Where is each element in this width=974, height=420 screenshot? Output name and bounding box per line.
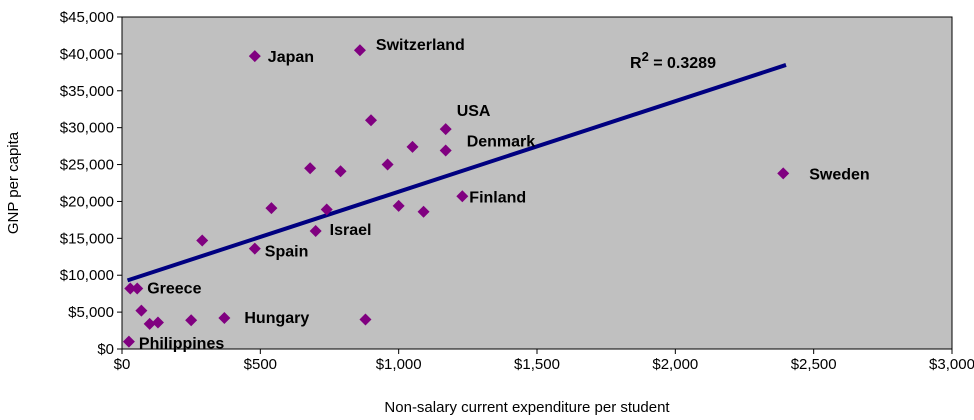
data-points <box>122 44 790 348</box>
x-axis-ticks: $0 $500 $1,000 $1,500 $2,000 $2,500 $3,000 <box>114 349 974 373</box>
data-point <box>248 50 261 63</box>
data-point <box>392 199 405 212</box>
data-point <box>124 282 137 295</box>
x-tick-label: $2,000 <box>652 356 698 373</box>
point-label: Spain <box>265 244 309 261</box>
data-point <box>777 167 790 180</box>
y-axis-title: GNP per capita <box>5 131 22 234</box>
data-point <box>365 114 377 127</box>
y-tick-label: $45,000 <box>60 9 114 26</box>
data-point <box>185 314 198 327</box>
y-tick-label: $30,000 <box>60 120 114 137</box>
data-point <box>304 162 317 175</box>
point-label: Switzerland <box>376 37 465 54</box>
point-label: Israel <box>330 222 372 239</box>
plot-area <box>121 16 953 350</box>
data-point <box>135 304 148 317</box>
data-point <box>381 158 394 171</box>
trendline <box>126 63 787 283</box>
point-label: Denmark <box>467 134 536 151</box>
data-point <box>417 205 430 218</box>
data-point <box>320 203 333 216</box>
data-point <box>265 202 278 215</box>
x-tick-label: $500 <box>244 356 277 373</box>
data-point-labels: Philippines Greece Hungary Spain Japan Israel… <box>139 37 870 352</box>
point-label: Philippines <box>139 336 224 353</box>
data-point <box>151 316 164 329</box>
y-tick-label: $0 <box>97 341 114 358</box>
y-tick-label: $25,000 <box>60 157 114 174</box>
y-tick-label: $5,000 <box>68 304 114 321</box>
x-axis-title: Non-salary current expenditure per stude… <box>384 399 670 416</box>
data-point <box>218 312 231 325</box>
y-tick-label: $10,000 <box>60 267 114 284</box>
r-squared-annotation: R2 = 0.3289 <box>630 49 716 72</box>
x-tick-label: $1,500 <box>514 356 560 373</box>
point-label: USA <box>457 103 491 120</box>
data-point <box>248 242 261 255</box>
data-point <box>406 140 419 153</box>
y-tick-label: $40,000 <box>60 46 114 63</box>
x-tick-label: $3,000 <box>929 356 974 373</box>
y-tick-label: $15,000 <box>60 230 114 247</box>
point-label: Hungary <box>244 310 309 327</box>
data-point <box>196 234 209 247</box>
point-label: Greece <box>147 281 201 298</box>
data-point <box>131 282 144 295</box>
data-point <box>439 144 452 157</box>
data-point <box>143 317 156 330</box>
data-point <box>334 165 347 178</box>
data-point <box>456 190 469 203</box>
x-tick-label: $0 <box>114 356 131 373</box>
data-point <box>122 335 135 348</box>
x-tick-label: $2,500 <box>791 356 837 373</box>
data-point <box>359 313 372 326</box>
y-axis-ticks: $0 $5,000 $10,000 $15,000 $20,000 $25,000 $30,… <box>60 9 122 358</box>
point-label: Finland <box>469 189 526 206</box>
data-point <box>439 123 452 136</box>
point-label: Sweden <box>809 166 869 183</box>
point-label: Japan <box>268 49 314 66</box>
x-tick-label: $1,000 <box>376 356 422 373</box>
y-tick-label: $20,000 <box>60 193 114 210</box>
data-point <box>353 44 366 57</box>
data-point <box>309 224 322 237</box>
y-tick-label: $35,000 <box>60 83 114 100</box>
